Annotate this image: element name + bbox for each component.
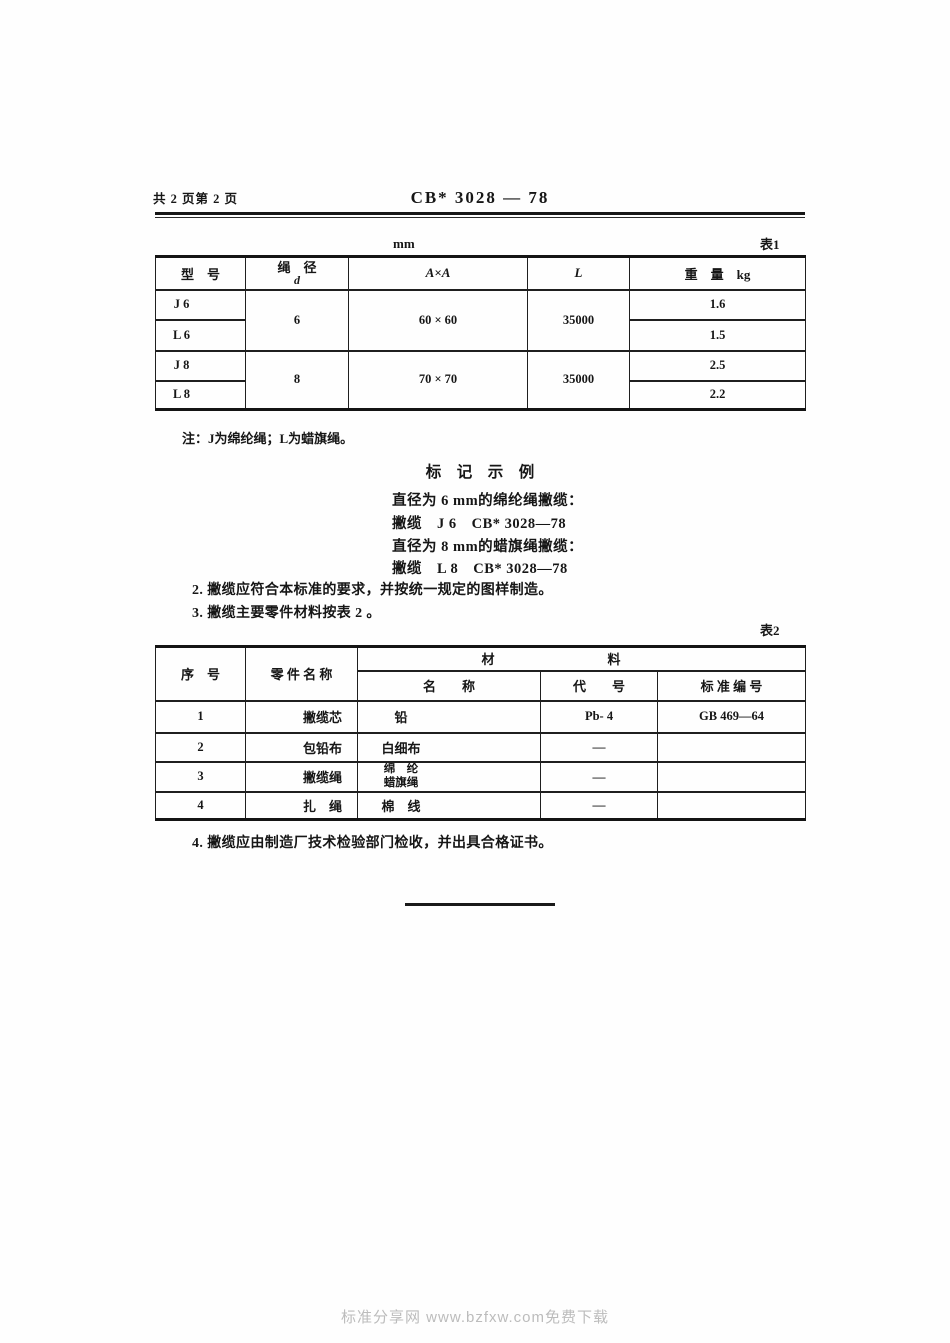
table1-length-35000a: 35000 [527,289,630,352]
table2-no-3: 3 [155,761,246,793]
table1-note: 注：J为绵纶绳；L为蜡旗绳。 [182,431,354,446]
marking-line-4: 撇缆 L 8 CB* 3028—78 [392,561,568,577]
table-row: 4 扎 绳 棉 线 — [155,791,807,821]
clause-3: 3. 撇缆主要零件材料按表 2 。 [192,606,381,621]
table1-model-l6: L 6 [155,319,246,352]
table2-part-1: 撇缆芯 [245,700,358,734]
marking-line-1: 直径为 6 mm的绵纶绳撇缆： [392,493,584,509]
standard-number: CB* 3028 — 78 [410,188,550,207]
table2-header-row-1: 序 号 零 件 名 称 材 料 [155,646,807,702]
table2-std-4 [656,791,807,821]
table2-part-4: 扎 绳 [245,791,358,821]
clause-4: 4. 撇缆应由制造厂技术检验部门检收，并出具合格证书。 [192,836,553,851]
table2-name-2: 白细布 [357,732,541,763]
table2-header-material-name: 名 称 [357,670,541,702]
header-rule-thin [155,217,805,218]
table2-std-3 [656,761,807,793]
table-row: 3 撇缆绳 绵 纶 蜡旗绳 — [155,761,807,793]
table2-header-standard-no: 标 准 编 号 [656,670,807,702]
table2-std-2 [656,732,807,763]
end-of-document-rule [405,903,555,906]
table-row: L 6 1.5 [155,319,806,352]
table1-header-length: L [527,256,630,291]
table1-header-diameter-symbol: d [294,273,300,288]
table-row: J 8 8 70 × 70 35000 2.5 [155,350,806,411]
table1-model-j8: J 8 [155,350,246,382]
table1-axa-60: 60 × 60 [348,289,528,352]
table1-header-weight: 重 量 kg [629,256,806,291]
table1-caption: 表1 [760,237,780,252]
table2-code-2: — [540,732,658,763]
table1-weight-l6: 1.5 [629,319,806,352]
table1-header-diameter-text: 绳 径 [277,260,317,276]
header-rule [155,212,805,215]
table2-std-1: GB 469—64 [656,700,807,734]
table2-name-4: 棉 线 [357,791,541,821]
marking-line-2: 撇缆 J 6 CB* 3028—78 [392,516,567,532]
table-row: J 6 6 60 × 60 35000 1.6 [155,289,806,352]
table1-header-diameter: 绳 径 d [245,256,349,291]
table2-materials: 序 号 零 件 名 称 材 料 名 称 代 号 标 准 编 号 1 撇缆芯 铅 … [155,645,807,821]
table2-part-2: 包铅布 [245,732,358,763]
table2-no-2: 2 [155,732,246,763]
page-number: 共 2 页第 2 页 [153,192,239,206]
clause-2: 2. 撇缆应符合本标准的要求，并按统一规定的图样制造。 [192,583,553,598]
table2-header-material-code: 代 号 [540,670,658,702]
table2-header-material: 材 料 [356,646,807,672]
table1-weight-l8: 2.2 [629,380,806,411]
table1-dimensions: 型 号 绳 径 d A×A L 重 量 kg J 6 6 60 × 60 350… [155,255,806,411]
table2-header-row-2: 名 称 代 号 标 准 编 号 [156,670,807,702]
marking-example-title: 标 记 示 例 [425,464,535,481]
table2-name-1: 铅 [357,700,541,734]
table2-part-3: 撇缆绳 [245,761,358,793]
table1-diameter-6: 6 [245,289,349,352]
table1-model-l8: L 8 [155,380,246,411]
watermark-text: 标准分享网 www.bzfxw.com免费下载 [340,1309,610,1326]
table1-header-model: 型 号 [155,256,246,291]
table2-code-3: — [540,761,658,793]
table2-code-4: — [540,791,658,821]
table1-weight-j6: 1.6 [629,289,806,321]
table-row: 1 撇缆芯 铅 Pb- 4 GB 469—64 [155,700,807,734]
table2-caption: 表2 [760,623,780,638]
table1-header-row: 型 号 绳 径 d A×A L 重 量 kg [155,256,806,291]
table2-header-no: 序 号 [155,646,246,702]
table2-code-1: Pb- 4 [540,700,658,734]
table1-unit-label: mm [393,236,415,251]
marking-line-3: 直径为 8 mm的蜡旗绳撇缆： [392,539,584,555]
table1-model-j6: J 6 [155,289,246,321]
table1-length-35000b: 35000 [527,350,630,411]
table1-weight-j8: 2.5 [629,350,806,382]
table1-header-axa: A×A [348,256,528,291]
table2-name-3: 绵 纶 蜡旗绳 [357,761,541,793]
table1-axa-70: 70 × 70 [348,350,528,411]
table-row: 2 包铅布 白细布 — [155,732,807,763]
table2-no-4: 4 [155,791,246,821]
table2-no-1: 1 [155,700,246,734]
table2-header-part: 零 件 名 称 [245,646,358,702]
table1-diameter-8: 8 [245,350,349,411]
table-row: L 8 2.2 [155,380,806,411]
